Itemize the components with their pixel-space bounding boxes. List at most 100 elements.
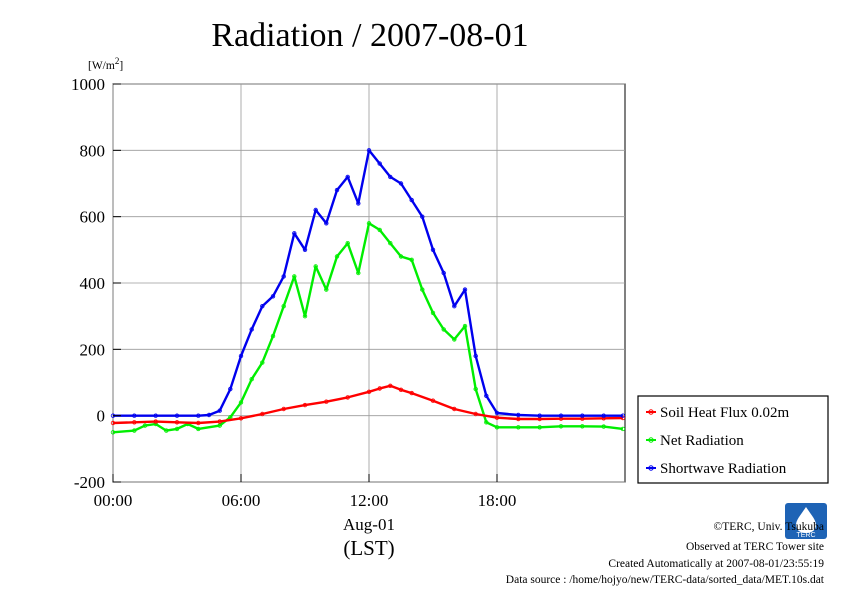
data-point [398, 387, 404, 392]
data-point [409, 197, 414, 203]
legend-label: Net Radiation [660, 433, 744, 449]
data-point [484, 393, 489, 398]
data-point [420, 214, 425, 219]
data-point [153, 413, 158, 418]
y-unit-close: ] [119, 60, 123, 72]
data-point [196, 413, 201, 418]
legend: Soil Heat Flux 0.02m Net Radiation Shortwa… [637, 395, 829, 484]
data-point [174, 413, 180, 418]
data-point [217, 419, 222, 424]
data-point [462, 323, 468, 329]
data-point [302, 402, 308, 408]
x-tick-label: 00:00 [94, 491, 133, 510]
data-point [153, 419, 158, 424]
data-point [292, 274, 297, 279]
data-point [430, 398, 436, 403]
legend-box [637, 395, 829, 484]
data-point [377, 161, 382, 166]
data-point [494, 415, 500, 420]
data-point [452, 337, 457, 342]
legend-marker [648, 465, 654, 471]
data-point [516, 412, 521, 418]
data-point [366, 221, 372, 226]
data-point [238, 416, 244, 421]
data-point [260, 411, 265, 417]
data-point [494, 425, 500, 430]
series-net-radiation [110, 221, 626, 435]
data-point [388, 383, 393, 388]
data-point [441, 327, 446, 332]
data-point [260, 304, 265, 309]
data-point [132, 428, 137, 433]
legend-marker [648, 437, 654, 443]
data-point [580, 424, 585, 429]
data-point [388, 174, 393, 180]
data-point [174, 426, 180, 432]
y-tick-label: 1000 [71, 75, 105, 94]
legend-marker [648, 409, 654, 415]
data-point [516, 425, 521, 430]
data-point [313, 264, 318, 269]
data-point [398, 254, 404, 259]
data-point [334, 254, 340, 259]
data-point [537, 425, 542, 430]
data-point [356, 270, 361, 276]
axis-ticks: -200 0 200 400 600 800 1000 00:00 06:00 12:00 18:0… [71, 75, 516, 510]
created-text: Created Automatically at 2007-08-01/23:5… [608, 558, 824, 570]
chart-title: Radiation / 2007-08-01 [211, 17, 528, 54]
data-point [281, 304, 286, 309]
data-point [620, 426, 626, 432]
data-point [132, 420, 137, 425]
y-tick-label: 0 [97, 407, 106, 426]
data-point [142, 423, 148, 428]
data-point [377, 227, 382, 233]
data-point [260, 360, 265, 365]
data-point [452, 304, 457, 309]
y-tick-label: -200 [74, 473, 105, 492]
x-axis-label: Aug-01 [343, 515, 395, 534]
series-line [112, 222, 624, 434]
data-point [292, 231, 297, 236]
data-point [110, 420, 116, 426]
series-line [112, 384, 623, 425]
plot-area: -200 0 200 400 600 800 1000 00:00 06:00 12:00 18:0… [71, 75, 626, 510]
data-point [366, 148, 372, 153]
data-point [420, 287, 425, 292]
series-shortwave-radiation [110, 148, 626, 418]
y-unit-base: [W/m [88, 60, 115, 72]
legend-label: Soil Heat Flux 0.02m [660, 405, 790, 421]
data-point [345, 174, 350, 180]
series-soil-heat-flux-0-02m [110, 383, 626, 426]
data-point [249, 327, 254, 332]
copyright-text: ©TERC, Univ. Tsukuba [714, 521, 824, 533]
data-point [217, 423, 222, 428]
series-layer [110, 148, 626, 435]
logo-text: TERC [796, 532, 815, 539]
data-point [601, 424, 606, 429]
series-line [113, 149, 623, 417]
data-point [110, 430, 116, 435]
data-point [270, 333, 276, 339]
data-point [377, 386, 382, 391]
data-point [302, 314, 308, 319]
data-point [313, 207, 318, 213]
data-point [281, 406, 286, 412]
data-point [452, 406, 457, 412]
data-point [398, 181, 404, 186]
data-point [174, 420, 180, 425]
data-point [196, 420, 201, 426]
data-point [409, 390, 414, 396]
data-point [558, 413, 564, 418]
data-point [473, 386, 478, 392]
data-point [249, 377, 254, 382]
data-point [558, 424, 564, 429]
terc-logo: TERC [785, 503, 827, 539]
data-point [345, 395, 350, 400]
data-point [580, 413, 585, 418]
data-point [620, 413, 626, 418]
data-point [345, 240, 350, 246]
data-point [302, 247, 308, 252]
data-point [206, 412, 212, 418]
data-point [164, 428, 169, 433]
